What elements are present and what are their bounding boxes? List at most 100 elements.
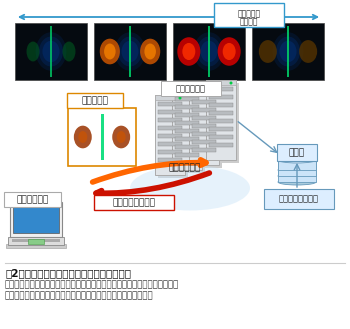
Circle shape [230, 82, 232, 85]
Bar [158, 110, 182, 114]
Ellipse shape [278, 145, 316, 151]
Bar [12, 239, 60, 240]
Bar [209, 135, 233, 139]
Ellipse shape [278, 157, 316, 163]
Bar [192, 124, 216, 128]
Bar [158, 126, 182, 130]
Ellipse shape [118, 37, 142, 66]
Bar [206, 80, 236, 160]
Bar [209, 127, 233, 131]
Text: シミュレーション: シミュレーション [279, 194, 319, 204]
Ellipse shape [194, 32, 224, 71]
Bar [208, 26, 210, 77]
Bar [175, 121, 199, 125]
Ellipse shape [36, 32, 66, 71]
Bar [172, 90, 202, 170]
Bar [158, 98, 188, 178]
Ellipse shape [278, 173, 316, 179]
Circle shape [196, 91, 198, 94]
Bar [12, 240, 60, 241]
Bar [209, 83, 239, 163]
Ellipse shape [27, 41, 40, 62]
Ellipse shape [259, 40, 277, 63]
Bar [192, 140, 216, 144]
Bar [8, 237, 64, 245]
Ellipse shape [218, 37, 241, 66]
FancyBboxPatch shape [277, 144, 317, 161]
Bar [172, 90, 202, 95]
Bar [158, 142, 182, 146]
FancyBboxPatch shape [94, 195, 174, 210]
Ellipse shape [74, 126, 92, 148]
FancyBboxPatch shape [214, 3, 284, 27]
Bar [155, 95, 185, 100]
Ellipse shape [276, 37, 300, 66]
Bar [189, 85, 219, 90]
Bar [206, 80, 236, 85]
Circle shape [212, 87, 216, 89]
Ellipse shape [117, 131, 126, 143]
Bar [278, 154, 316, 176]
Bar [6, 244, 66, 248]
FancyBboxPatch shape [264, 189, 334, 209]
FancyBboxPatch shape [161, 81, 221, 96]
Text: 並列可視化: 並列可視化 [237, 9, 260, 18]
Text: ネットワーク: ネットワーク [169, 164, 201, 172]
Bar [278, 148, 316, 170]
Ellipse shape [182, 43, 195, 60]
Bar [209, 95, 233, 99]
Ellipse shape [63, 41, 76, 62]
Ellipse shape [278, 167, 316, 173]
Ellipse shape [145, 43, 156, 60]
Bar [175, 97, 199, 101]
Ellipse shape [278, 179, 316, 185]
Ellipse shape [100, 39, 120, 64]
Ellipse shape [112, 126, 130, 148]
Text: す。可視化サーバでは大規模データを並列に可視化しています。: す。可視化サーバでは大規模データを並列に可視化しています。 [5, 291, 154, 300]
Text: 可視化サーバ: 可視化サーバ [176, 84, 206, 93]
Ellipse shape [78, 131, 87, 143]
Bar [192, 116, 216, 120]
Ellipse shape [104, 43, 116, 60]
Bar [175, 129, 199, 133]
Bar [287, 26, 289, 77]
Bar [175, 145, 199, 149]
Ellipse shape [299, 40, 317, 63]
Bar [155, 95, 185, 175]
Bar [175, 105, 199, 109]
Text: データ: データ [289, 148, 305, 157]
Bar [50, 26, 52, 77]
Text: 可視化パラメータ: 可視化パラメータ [112, 198, 155, 207]
Bar [209, 143, 233, 147]
Bar [12, 241, 60, 242]
Ellipse shape [177, 37, 200, 66]
Bar [158, 102, 182, 106]
Bar [100, 114, 104, 160]
Bar [13, 205, 59, 233]
Bar [70, 110, 134, 164]
Ellipse shape [140, 39, 160, 64]
Bar [278, 160, 316, 182]
Bar [68, 108, 136, 166]
Bar [192, 132, 216, 136]
FancyBboxPatch shape [4, 192, 61, 207]
Bar [209, 103, 233, 107]
Bar [158, 150, 182, 154]
Bar [175, 137, 199, 141]
Ellipse shape [42, 41, 60, 62]
Ellipse shape [114, 32, 145, 71]
Bar [158, 158, 182, 162]
Ellipse shape [94, 127, 110, 147]
Bar [15, 23, 87, 80]
Ellipse shape [121, 41, 139, 62]
Bar [192, 148, 216, 152]
Bar [175, 93, 205, 173]
Text: 図2：リモートインタラクティブ可視化環境: 図2：リモートインタラクティブ可視化環境 [5, 268, 131, 278]
Bar [209, 87, 233, 91]
Bar [209, 111, 233, 115]
Ellipse shape [273, 32, 303, 71]
Bar [189, 85, 219, 165]
Bar [28, 239, 44, 244]
Bar [94, 23, 166, 80]
Ellipse shape [223, 43, 236, 60]
